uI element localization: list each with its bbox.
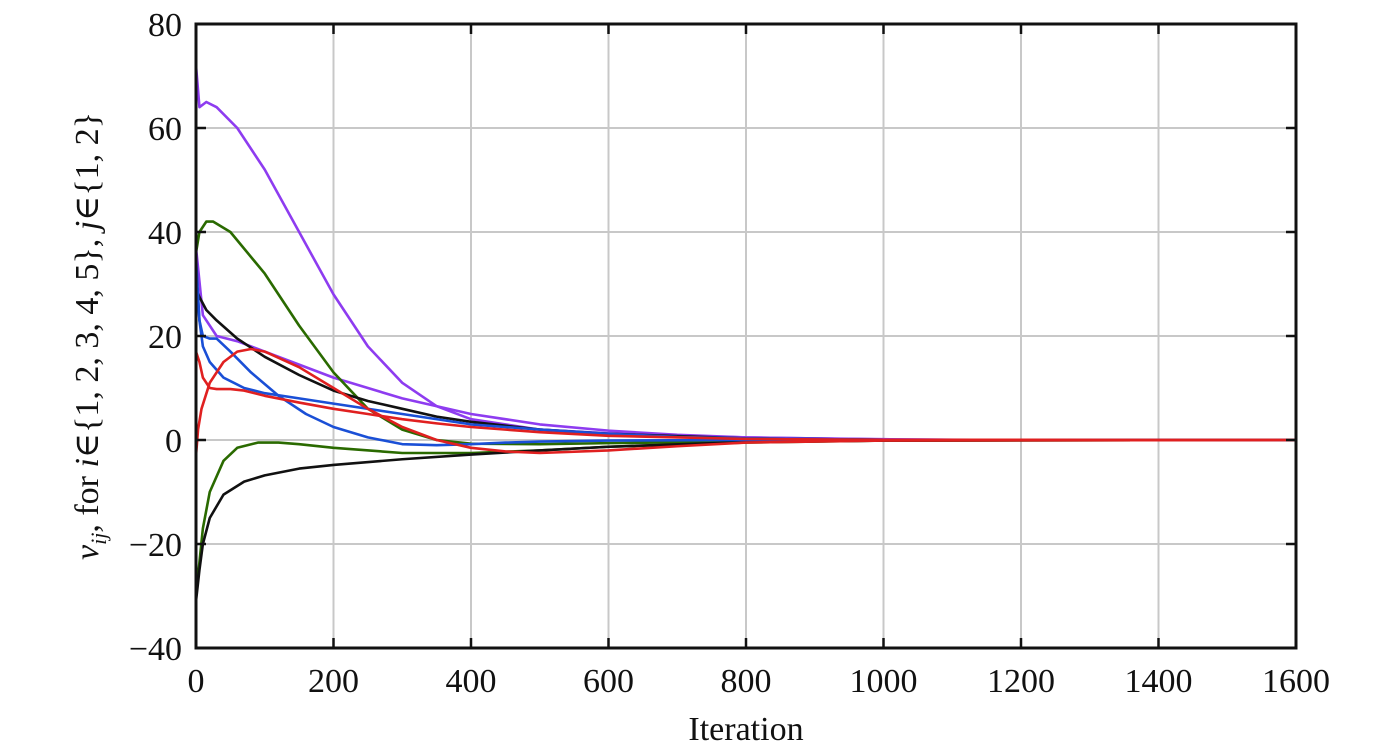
x-tick-label: 1000 (850, 663, 918, 700)
series-line-7 (194, 267, 1298, 447)
series-line-9 (194, 350, 1298, 442)
series-line-10 (194, 347, 1298, 457)
y-tick-label: 80 (148, 7, 182, 44)
y-tick-label: −20 (129, 527, 182, 564)
ticks (194, 22, 1298, 650)
y-tick-label: 40 (148, 215, 182, 252)
x-tick-label: 1600 (1262, 663, 1330, 700)
y-tick-label: −40 (129, 631, 182, 668)
x-tick-label: 200 (308, 663, 359, 700)
series-line-6 (194, 438, 1298, 603)
x-tick-label: 600 (583, 663, 634, 700)
y-axis-title: vij, for i∈{1, 2, 3, 4, 5}, j∈{1, 2} (69, 112, 111, 560)
series-group (194, 64, 1298, 603)
x-tick-label: 400 (446, 663, 497, 700)
y-axis-title-text: , for (69, 468, 106, 533)
y-axis-title-var: v (69, 544, 106, 560)
y-axis-title-i: i (69, 458, 106, 467)
tick-labels: 0 200 400 600 800 1000 1200 1400 1600 −40 −20 0 20 40… (129, 7, 1330, 700)
y-tick-label: 60 (148, 111, 182, 148)
y-tick-label: 20 (148, 319, 182, 356)
y-tick-label: 0 (165, 423, 182, 460)
y-axis-title-j-set: ∈{1, 2} (69, 112, 106, 221)
y-axis-title-subscript: ij (86, 533, 111, 545)
x-tick-label: 1200 (987, 663, 1055, 700)
x-tick-label: 1400 (1125, 663, 1193, 700)
x-axis-title: Iteration (688, 711, 803, 748)
y-axis-title-i-set: ∈{1, 2, 3, 4, 5}, (69, 230, 106, 458)
y-axis-title-j: j (69, 221, 106, 234)
x-tick-label: 800 (721, 663, 772, 700)
x-tick-label: 0 (188, 663, 205, 700)
